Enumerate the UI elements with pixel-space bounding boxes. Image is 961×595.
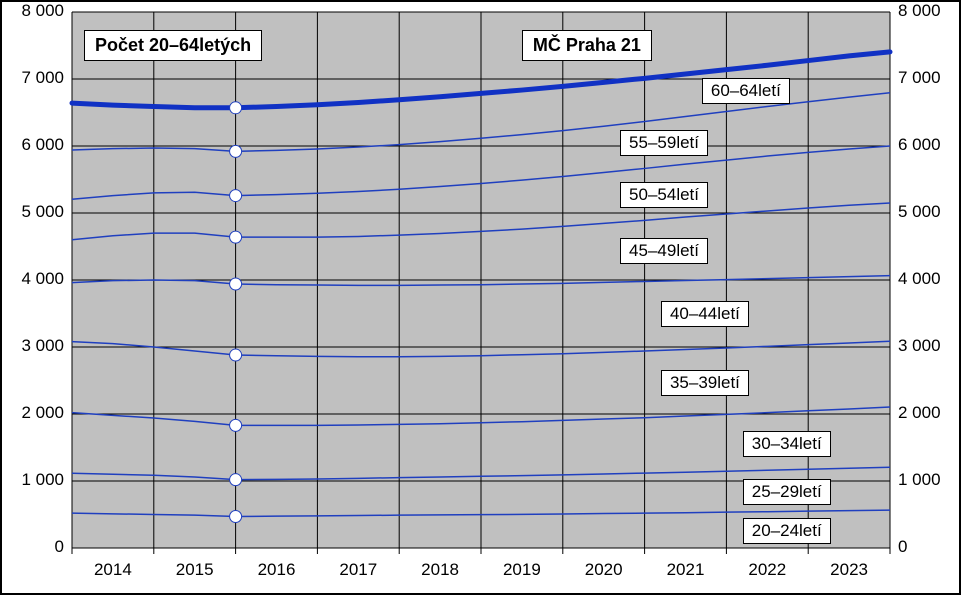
series-label-s20_24: 20–24letí: [743, 518, 831, 544]
y-label-left: 6 000: [21, 135, 64, 155]
series-label-s30_34: 30–34letí: [743, 431, 831, 457]
y-label-right: 7 000: [898, 68, 941, 88]
series-label-s60_64: 60–64letí: [702, 78, 790, 104]
x-label: 2021: [667, 560, 705, 580]
y-label-left: 1 000: [21, 470, 64, 490]
x-label: 2020: [585, 560, 623, 580]
x-label: 2014: [94, 560, 132, 580]
series-label-s25_29: 25–29letí: [743, 479, 831, 505]
x-label: 2022: [748, 560, 786, 580]
y-label-left: 5 000: [21, 202, 64, 222]
x-label: 2017: [339, 560, 377, 580]
x-label: 2019: [503, 560, 541, 580]
x-label: 2016: [258, 560, 296, 580]
y-label-left: 4 000: [21, 269, 64, 289]
chart-container: 0 0 1 000 1 000 2 000 2 000 3 000 3 000 4 000 4 0…: [0, 0, 961, 595]
y-label-right: 3 000: [898, 336, 941, 356]
y-label-right: 4 000: [898, 269, 941, 289]
marker-s35_39: [230, 349, 242, 361]
y-label-left: 8 000: [21, 1, 64, 21]
marker-s20_24: [230, 511, 242, 523]
series-label-s55_59: 55–59letí: [620, 130, 708, 156]
x-label: 2015: [176, 560, 214, 580]
series-label-s45_49: 45–49letí: [620, 238, 708, 264]
y-label-left: 3 000: [21, 336, 64, 356]
y-label-left: 0: [55, 537, 64, 557]
y-label-right: 2 000: [898, 403, 941, 423]
marker-s30_34: [230, 419, 242, 431]
series-label-s35_39: 35–39letí: [661, 370, 749, 396]
y-label-left: 2 000: [21, 403, 64, 423]
marker-s45_49: [230, 231, 242, 243]
y-label-right: 0: [898, 537, 907, 557]
series-label-s50_54: 50–54letí: [620, 182, 708, 208]
y-label-right: 8 000: [898, 1, 941, 21]
x-label: 2018: [421, 560, 459, 580]
x-label: 2023: [830, 560, 868, 580]
y-label-right: 6 000: [898, 135, 941, 155]
y-label-right: 5 000: [898, 202, 941, 222]
marker-s55_59: [230, 145, 242, 157]
chart-title-left: Počet 20–64letých: [84, 30, 262, 61]
marker-s60_64: [230, 102, 242, 114]
marker-s50_54: [230, 190, 242, 202]
chart-title-right: MČ Praha 21: [522, 30, 652, 61]
y-label-right: 1 000: [898, 470, 941, 490]
series-label-s40_44: 40–44letí: [661, 301, 749, 327]
chart-svg: [0, 0, 961, 595]
marker-s40_44: [230, 278, 242, 290]
marker-s25_29: [230, 474, 242, 486]
y-label-left: 7 000: [21, 68, 64, 88]
